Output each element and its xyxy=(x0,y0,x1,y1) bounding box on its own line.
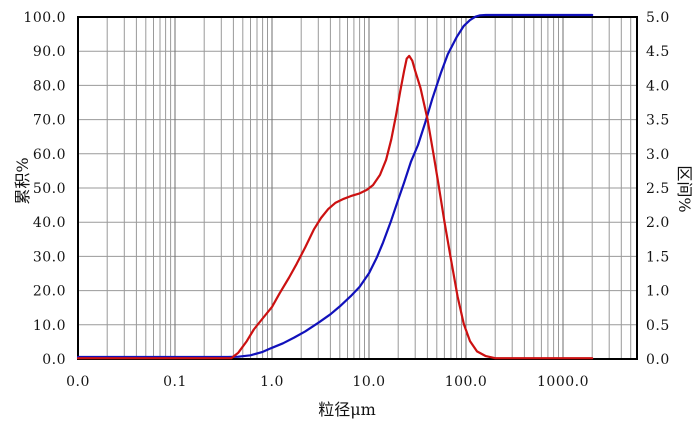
y-left-tick-label: 90.0 xyxy=(33,44,66,60)
curve-interval xyxy=(76,54,594,360)
y-right-tick-label: 0.5 xyxy=(646,318,670,334)
y-right-tick-label: 1.5 xyxy=(646,249,670,265)
y-right-tick-label: 4.0 xyxy=(646,78,670,94)
y-left-tick-label: 100.0 xyxy=(23,10,66,26)
y-left-tick-label: 70.0 xyxy=(33,113,66,129)
x-tick-label: 100.0 xyxy=(445,374,488,390)
x-tick-label: 0.1 xyxy=(163,374,187,390)
y-right-tick-label: 3.0 xyxy=(646,147,670,163)
plot-frame xyxy=(77,16,638,360)
y-left-tick-label: 10.0 xyxy=(33,318,66,334)
y-left-tick-label: 30.0 xyxy=(33,249,66,265)
x-tick-label: 1.0 xyxy=(260,374,284,390)
y-right-tick-label: 2.5 xyxy=(646,181,670,197)
x-tick-label: 10.0 xyxy=(352,374,385,390)
y-right-tick-label: 0.0 xyxy=(646,352,670,368)
y-right-tick-label: 3.5 xyxy=(646,113,670,129)
y-right-tick-label: 4.5 xyxy=(646,44,670,60)
y-right-axis-title: 区间% xyxy=(675,165,694,213)
y-right-tick-label: 5.0 xyxy=(646,10,670,26)
x-tick-label: 0.0 xyxy=(66,374,90,390)
y-right-tick-label: 2.0 xyxy=(646,215,670,231)
y-left-axis-title: 累积% xyxy=(13,157,32,205)
y-right-tick-label: 1.0 xyxy=(646,284,670,300)
y-left-tick-label: 20.0 xyxy=(33,284,66,300)
curve-cumulative xyxy=(76,13,594,359)
y-left-tick-label: 80.0 xyxy=(33,78,66,94)
y-left-tick-label: 60.0 xyxy=(33,147,66,163)
x-tick-label: 1000.0 xyxy=(537,374,589,390)
y-left-tick-label: 0.0 xyxy=(42,352,66,368)
y-left-tick-label: 50.0 xyxy=(33,181,66,197)
y-left-tick-label: 40.0 xyxy=(33,215,66,231)
x-axis-title: 粒径μm xyxy=(318,400,376,419)
